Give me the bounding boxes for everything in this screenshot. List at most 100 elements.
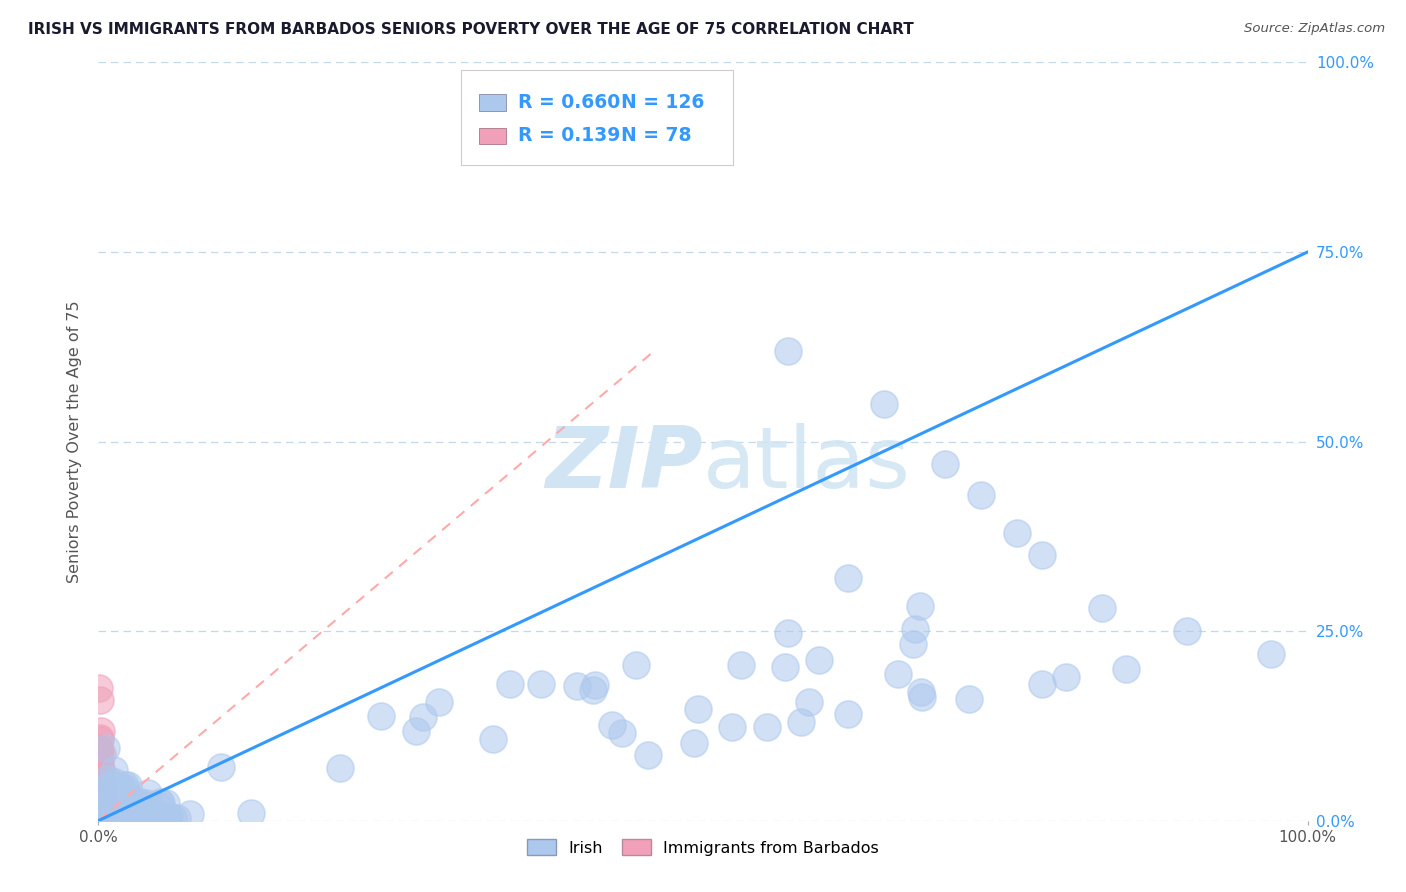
Point <box>87 797 110 812</box>
Text: atlas: atlas <box>703 423 911 506</box>
Point <box>89 793 111 807</box>
Point <box>89 805 111 820</box>
Point <box>807 653 830 667</box>
Point <box>148 799 170 814</box>
Point <box>101 802 124 816</box>
Text: N = 126: N = 126 <box>621 93 704 112</box>
Point <box>91 747 114 761</box>
Point <box>756 721 779 735</box>
Point <box>87 744 110 758</box>
Point <box>142 813 165 827</box>
Point <box>90 796 112 810</box>
Point <box>157 809 180 823</box>
Point <box>89 743 111 757</box>
Point <box>89 731 111 745</box>
Point <box>112 784 135 798</box>
Point <box>90 790 112 805</box>
Point <box>903 637 925 651</box>
Point <box>90 812 112 826</box>
Point <box>405 723 427 738</box>
Point <box>101 778 124 792</box>
Point <box>776 625 799 640</box>
Point <box>87 798 110 813</box>
Point <box>128 805 150 820</box>
Point <box>1091 601 1114 615</box>
Point <box>1007 525 1029 540</box>
Point <box>117 802 139 816</box>
Point <box>105 792 128 806</box>
Point <box>239 805 262 820</box>
Point <box>125 797 148 811</box>
Point <box>105 810 128 824</box>
Point <box>89 789 111 804</box>
Point <box>1031 548 1053 563</box>
Point <box>135 796 157 810</box>
Point <box>89 798 111 813</box>
Point <box>89 763 111 777</box>
Point <box>89 805 111 820</box>
Point <box>89 761 111 775</box>
Point <box>89 805 111 820</box>
Point <box>103 789 125 803</box>
Point <box>89 806 111 821</box>
Point <box>149 796 172 810</box>
Point <box>873 396 896 410</box>
Point <box>87 741 110 756</box>
Point <box>582 683 605 698</box>
Point <box>911 690 934 705</box>
Point <box>329 761 352 775</box>
Point <box>89 793 111 807</box>
Point <box>135 798 157 813</box>
Point <box>87 769 110 783</box>
Point <box>87 801 110 815</box>
Point <box>105 802 128 816</box>
Point <box>87 761 110 775</box>
Point <box>131 809 153 823</box>
Point <box>114 804 136 818</box>
Point <box>89 799 111 814</box>
Point <box>908 599 931 614</box>
Point <box>90 723 112 738</box>
Point <box>112 811 135 825</box>
Point <box>114 811 136 825</box>
Point <box>110 780 132 795</box>
Point <box>773 660 796 674</box>
Text: R = 0.660: R = 0.660 <box>517 93 620 112</box>
Point <box>730 657 752 672</box>
Point <box>89 681 111 695</box>
Legend: Irish, Immigrants from Barbados: Irish, Immigrants from Barbados <box>520 832 886 862</box>
Point <box>412 710 434 724</box>
Point <box>166 811 188 825</box>
Point <box>112 808 135 822</box>
Point <box>91 797 114 811</box>
Point <box>91 765 114 780</box>
Point <box>89 804 111 818</box>
Point <box>89 785 111 799</box>
Point <box>89 792 111 806</box>
Point <box>87 802 110 816</box>
Point <box>89 797 111 811</box>
Point <box>790 714 813 729</box>
Point <box>89 733 111 747</box>
Point <box>104 795 127 809</box>
Point <box>117 778 139 792</box>
Point <box>143 807 166 822</box>
Point <box>136 785 159 799</box>
Point <box>87 805 110 820</box>
Point <box>910 685 932 699</box>
Point <box>720 720 742 734</box>
Point <box>87 809 110 823</box>
Point <box>610 726 633 740</box>
Point <box>89 796 111 810</box>
Point <box>1054 669 1077 683</box>
Point <box>87 774 110 789</box>
Point <box>87 747 110 761</box>
Point <box>1115 662 1137 676</box>
Point <box>89 771 111 785</box>
Point <box>934 458 956 472</box>
Point <box>89 801 111 815</box>
Point <box>1175 624 1198 639</box>
Point <box>89 809 111 823</box>
Y-axis label: Seniors Poverty Over the Age of 75: Seniors Poverty Over the Age of 75 <box>67 301 83 582</box>
Point <box>114 778 136 792</box>
